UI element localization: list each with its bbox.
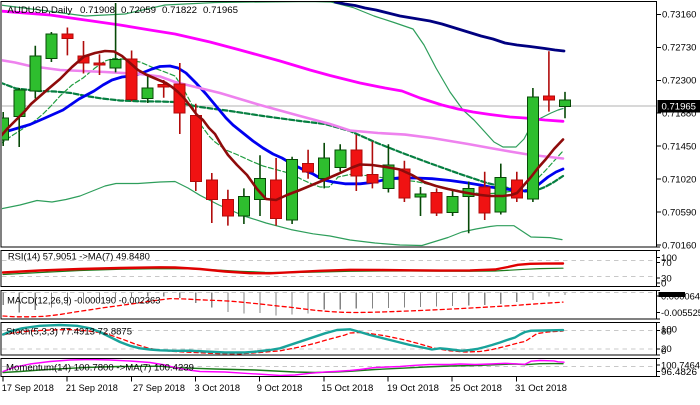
- svg-text:70: 70: [661, 258, 672, 269]
- svg-text:9 Oct 2018: 9 Oct 2018: [257, 383, 303, 394]
- svg-text:80: 80: [661, 326, 672, 337]
- svg-text:0.70160: 0.70160: [662, 241, 697, 252]
- svg-text:96.4826: 96.4826: [661, 367, 697, 378]
- svg-text:0.71822: 0.71822: [162, 5, 197, 16]
- svg-text:RSI(14) 57.9051 ->MA(7) 49.84: RSI(14) 57.9051 ->MA(7) 49.8480: [8, 251, 150, 262]
- svg-text:0.71965: 0.71965: [203, 5, 238, 16]
- svg-text:0.000064: 0.000064: [661, 292, 700, 303]
- svg-text:0.73160: 0.73160: [662, 10, 697, 21]
- svg-text:0.71020: 0.71020: [662, 175, 697, 186]
- svg-text:15 Oct 2018: 15 Oct 2018: [321, 383, 373, 394]
- svg-text:0: 0: [661, 278, 666, 289]
- svg-text:0.72300: 0.72300: [662, 76, 697, 87]
- svg-text:Stoch(5,3,3) 77.4913 72.8875: Stoch(5,3,3) 77.4913 72.8875: [6, 327, 132, 338]
- svg-text:25 Oct 2018: 25 Oct 2018: [450, 383, 502, 394]
- svg-text:0.70590: 0.70590: [662, 208, 697, 219]
- svg-text:0.72730: 0.72730: [662, 43, 697, 54]
- svg-text:21 Sep 2018: 21 Sep 2018: [66, 383, 118, 394]
- svg-text:0.71965: 0.71965: [662, 102, 697, 113]
- svg-text:27 Sep 2018: 27 Sep 2018: [133, 383, 185, 394]
- svg-text:31 Oct 2018: 31 Oct 2018: [515, 383, 567, 394]
- svg-text:3 Oct 2018: 3 Oct 2018: [195, 383, 241, 394]
- svg-text:0: 0: [661, 346, 666, 357]
- svg-text:0.71908: 0.71908: [80, 5, 115, 16]
- svg-text:17 Sep 2018: 17 Sep 2018: [2, 383, 54, 394]
- svg-text:0.72059: 0.72059: [121, 5, 156, 16]
- svg-text:AUDUSD,Daily: AUDUSD,Daily: [7, 5, 72, 16]
- svg-text:MACD(12,26,9) -0.000190 -0.002: MACD(12,26,9) -0.000190 -0.002363: [7, 296, 160, 307]
- svg-text:-0.005525: -0.005525: [661, 308, 700, 319]
- svg-text:19 Oct 2018: 19 Oct 2018: [387, 383, 439, 394]
- svg-text:0.71450: 0.71450: [662, 142, 697, 153]
- svg-text:Momentum(14) 100.7800 ->MA(7): Momentum(14) 100.7800 ->MA(7) 100.4239: [6, 363, 194, 374]
